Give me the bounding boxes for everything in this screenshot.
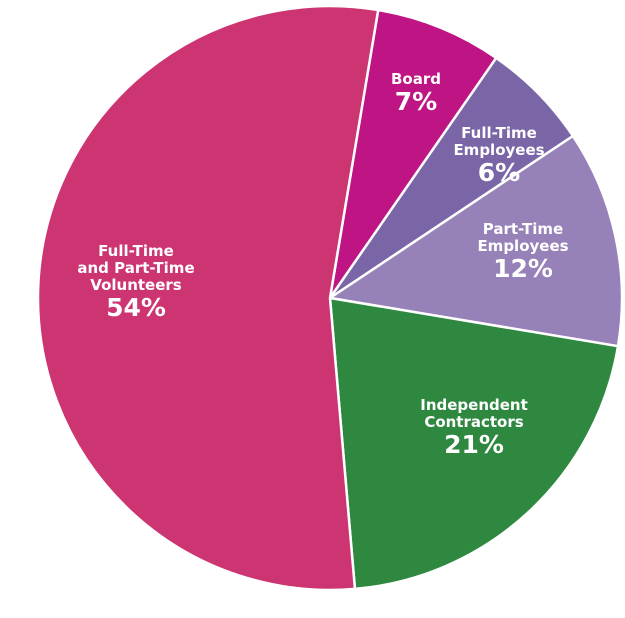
slice-percent-text: 12%	[493, 254, 553, 283]
slices-layer	[36, 4, 624, 592]
slice-name-text: Independent	[420, 396, 528, 414]
pie-slice-part-time-employees	[328, 134, 624, 348]
slice-percent-text: 21%	[444, 430, 504, 459]
slice-name-text: Part-Time	[483, 220, 563, 238]
slice-percent-text: 7%	[395, 87, 437, 116]
pie-slice-full-time-and-part-time-volunteers	[36, 4, 380, 592]
slice-name-text: and Part-Time	[77, 259, 194, 277]
slice-name-text: Employees	[477, 237, 568, 255]
slice-percent-text: 54%	[106, 293, 166, 322]
slice-name-text: Contractors	[424, 413, 523, 431]
slice-name-text: Volunteers	[90, 276, 182, 294]
slice-name-text: Full-Time	[461, 124, 537, 142]
slice-name-text: Employees	[453, 141, 544, 159]
pie-slice-board	[328, 8, 498, 300]
labels-layer: Board7%Full-TimeEmployees6%Part-TimeEmpl…	[77, 70, 568, 459]
slice-name-text: Board	[391, 70, 441, 88]
slice-name-text: Full-Time	[98, 242, 174, 260]
pie-slice-independent-contractors	[328, 296, 620, 591]
slice-percent-text: 6%	[478, 158, 520, 187]
